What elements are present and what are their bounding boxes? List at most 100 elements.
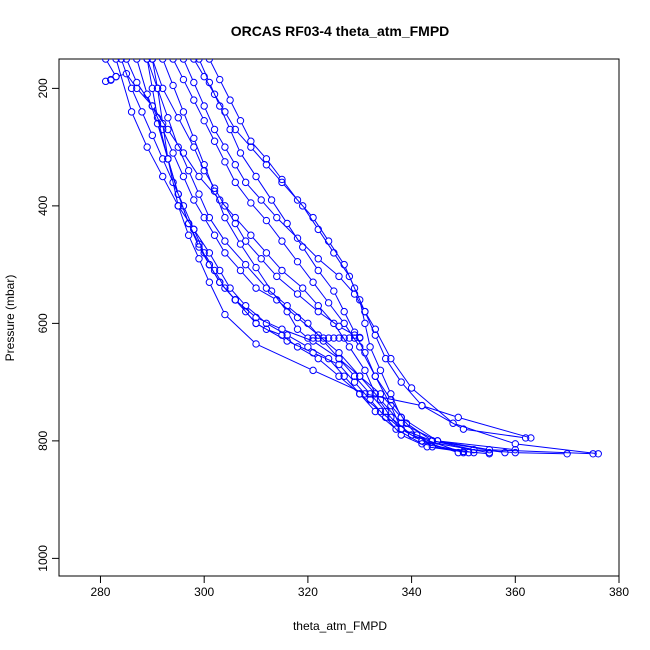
data-point <box>262 216 271 225</box>
series-8 <box>117 59 509 457</box>
series-segment <box>138 90 151 104</box>
series-segment <box>252 149 265 163</box>
series-2 <box>148 59 364 342</box>
series-segment <box>360 349 375 374</box>
data-point <box>423 443 431 451</box>
data-point <box>267 287 276 295</box>
data-point <box>335 360 343 369</box>
data-point <box>387 390 395 398</box>
series-segment <box>137 61 147 92</box>
series-segment <box>210 255 219 268</box>
series-segment <box>299 263 312 280</box>
series-segment <box>365 326 370 344</box>
series-segment <box>284 329 311 341</box>
data-point <box>195 172 203 181</box>
series-segment <box>329 243 343 263</box>
data-point <box>159 59 167 63</box>
data-point <box>273 272 281 281</box>
data-point <box>247 231 255 239</box>
data-point <box>293 290 302 298</box>
data-point <box>143 90 151 98</box>
series-4 <box>190 59 494 458</box>
data-point <box>501 448 509 457</box>
series-segment <box>424 406 456 417</box>
series-segment <box>341 360 358 375</box>
series-segment <box>173 88 183 110</box>
data-point <box>278 237 286 245</box>
data-point <box>262 325 271 333</box>
series-segment <box>142 114 152 133</box>
series-segment <box>382 395 400 416</box>
data-point <box>340 372 348 380</box>
series-segment <box>226 149 235 163</box>
series-segment <box>367 394 419 406</box>
series-segment <box>267 161 281 178</box>
data-point <box>241 178 250 187</box>
data-point <box>345 334 354 342</box>
x-tick-label: 300 <box>194 585 214 599</box>
data-point <box>210 184 219 192</box>
data-point <box>330 287 338 295</box>
data-point <box>148 59 157 63</box>
series-15 <box>195 59 571 458</box>
data-point <box>304 334 312 342</box>
data-point <box>236 116 245 125</box>
series-segment <box>492 449 590 455</box>
data-point <box>299 202 307 210</box>
data-point <box>148 131 157 140</box>
data-point <box>293 313 302 322</box>
data-point <box>205 260 214 269</box>
data-point <box>371 325 379 333</box>
data-point <box>335 349 343 357</box>
data-point <box>164 155 172 163</box>
series-segment <box>376 331 390 357</box>
data-point <box>169 178 177 187</box>
data-point <box>210 137 219 145</box>
series-segment <box>236 184 250 201</box>
data-point <box>174 202 182 210</box>
data-point <box>169 59 177 63</box>
series-segment <box>315 342 337 358</box>
series-segment <box>284 272 301 287</box>
data-point <box>459 425 468 433</box>
series-segment <box>366 314 375 327</box>
x-tick-label: 320 <box>298 585 318 599</box>
data-point <box>428 437 437 445</box>
data-point <box>314 255 322 263</box>
data-point <box>350 372 359 380</box>
series-segment <box>355 334 364 351</box>
data-point <box>236 266 245 275</box>
data-point <box>179 59 188 63</box>
data-point <box>309 213 317 222</box>
series-segment <box>262 260 276 275</box>
data-point <box>216 75 224 84</box>
data-point <box>350 290 359 298</box>
data-point <box>210 90 219 98</box>
data-point <box>122 59 131 63</box>
series-segment <box>345 267 354 286</box>
series-10 <box>133 59 519 454</box>
data-point <box>381 354 390 363</box>
series-segment <box>359 302 365 321</box>
series-segment <box>315 371 363 394</box>
series-segment <box>466 429 523 438</box>
series-segment <box>257 269 271 289</box>
series-segment <box>236 226 245 239</box>
data-point <box>159 155 167 163</box>
data-point <box>231 178 239 187</box>
series-segment <box>221 284 234 298</box>
data-point <box>283 337 291 345</box>
data-point <box>278 325 286 333</box>
data-point <box>350 328 359 336</box>
series-segment <box>168 161 178 192</box>
series-segment <box>288 225 302 245</box>
series-segment <box>262 202 276 216</box>
data-point <box>459 448 468 457</box>
data-point <box>345 272 354 281</box>
data-point <box>226 284 234 292</box>
data-point <box>407 384 416 392</box>
series-segment <box>163 90 178 116</box>
data-point <box>527 434 535 442</box>
series-segment <box>258 344 311 370</box>
data-point <box>418 401 426 410</box>
